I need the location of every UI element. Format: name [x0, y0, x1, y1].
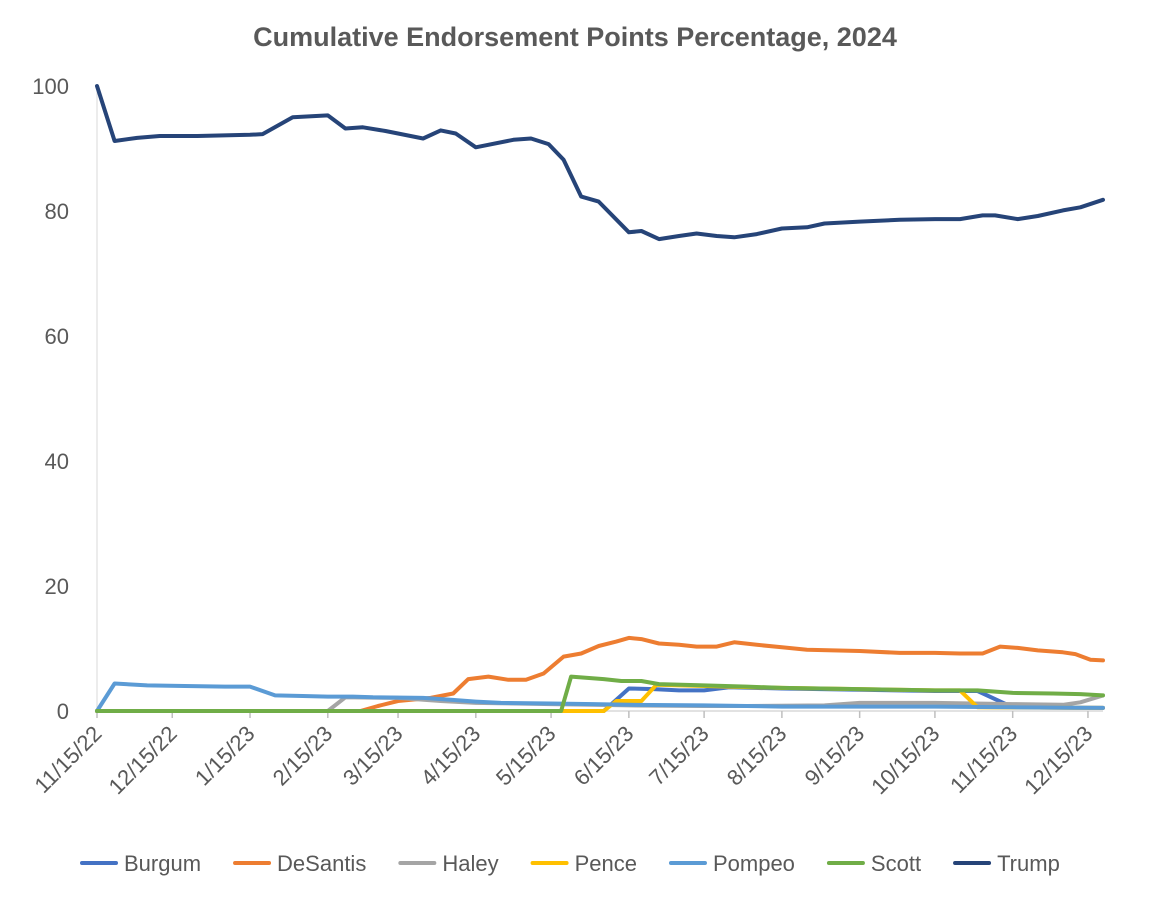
x-tick-label: 2/15/23 — [268, 721, 338, 791]
series-line-trump — [95, 84, 1105, 242]
x-tick-label: 3/15/23 — [338, 721, 408, 791]
x-tick-label: 12/15/22 — [104, 721, 182, 799]
x-tick-label: 7/15/23 — [644, 721, 714, 791]
series-line-desantis — [95, 635, 1105, 713]
x-tick-label: 1/15/23 — [190, 721, 260, 791]
series-layer — [95, 84, 1105, 713]
legend-label-haley: Haley — [442, 851, 498, 876]
legend-label-pence: Pence — [575, 851, 637, 876]
x-tick-label: 11/15/23 — [945, 721, 1022, 798]
y-tick-label: 100 — [32, 74, 69, 99]
y-tick-label: 20 — [45, 574, 69, 599]
legend-label-pompeo: Pompeo — [713, 851, 795, 876]
x-tick-label: 12/15/23 — [1019, 721, 1097, 799]
x-tick-label: 4/15/23 — [416, 721, 486, 791]
x-tick-label: 6/15/23 — [569, 721, 639, 791]
legend-label-scott: Scott — [871, 851, 921, 876]
chart-title: Cumulative Endorsement Points Percentage… — [253, 22, 897, 52]
legend-label-burgum: Burgum — [124, 851, 201, 876]
legend: Burgum DeSantis Haley Pence Pompeo Scott Trump — [80, 851, 1060, 876]
x-tick-label: 9/15/23 — [800, 721, 870, 791]
legend-label-trump: Trump — [997, 851, 1060, 876]
x-tick-label: 5/15/23 — [491, 721, 561, 791]
series-line-scott — [95, 674, 1105, 713]
x-tick-label: 8/15/23 — [722, 721, 792, 791]
y-tick-label: 60 — [45, 324, 69, 349]
y-tick-label: 0 — [57, 699, 69, 724]
y-tick-label: 80 — [45, 199, 69, 224]
x-tick-label: 10/15/23 — [866, 721, 944, 799]
legend-label-desantis: DeSantis — [277, 851, 366, 876]
series-line-pompeo — [95, 681, 1105, 713]
y-tick-label: 40 — [45, 449, 69, 474]
x-tick-label: 11/15/22 — [29, 721, 106, 798]
y-axis: 0 20 40 60 80 100 — [32, 74, 98, 724]
